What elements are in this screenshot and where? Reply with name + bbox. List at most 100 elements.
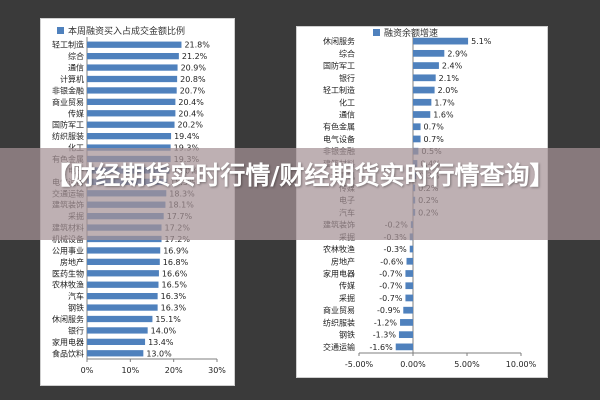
bar	[87, 350, 144, 357]
value-label: 20.9%	[181, 64, 207, 73]
x-tick-label: 0%	[81, 366, 94, 375]
value-label: 16.3%	[161, 304, 187, 313]
legend-swatch	[57, 27, 64, 34]
category-label: 轻工制造	[323, 85, 355, 95]
bar	[413, 123, 421, 131]
bar	[87, 281, 159, 288]
category-label: 计算机	[60, 74, 84, 84]
category-label: 国防军工	[323, 61, 355, 71]
category-label: 化工	[339, 97, 355, 107]
value-label: -0.7%	[379, 282, 403, 291]
x-tick-label: 20%	[165, 366, 183, 375]
bar	[413, 37, 469, 45]
value-label: 21.8%	[184, 41, 210, 50]
bar	[413, 98, 432, 106]
value-label: -0.6%	[380, 257, 404, 266]
category-label: 传媒	[339, 281, 355, 291]
x-tick-label: 30%	[208, 366, 226, 375]
bar	[413, 49, 445, 57]
value-label: -0.7%	[379, 294, 403, 303]
bar	[87, 98, 176, 105]
category-label: 公用事业	[52, 245, 84, 255]
value-label: -1.6%	[370, 343, 394, 352]
x-tick-label: 5.00%	[454, 360, 480, 369]
category-label: 轻工制造	[52, 40, 84, 50]
bar	[87, 133, 172, 140]
category-label: 化工	[68, 143, 84, 153]
category-label: 商业贸易	[323, 305, 355, 315]
legend-label: 融资余额增速	[384, 27, 438, 39]
category-label: 食品饮料	[52, 348, 84, 358]
value-label: 13.4%	[148, 338, 174, 347]
bar	[87, 121, 175, 128]
bar	[405, 282, 413, 290]
value-label: -1.2%	[374, 318, 398, 327]
category-label: 纺织服装	[323, 317, 355, 327]
bar	[409, 245, 413, 253]
bar	[87, 64, 178, 71]
bar	[87, 338, 146, 345]
category-label: 商业贸易	[52, 97, 84, 107]
category-label: 非银金融	[52, 85, 84, 95]
value-label: 2.1%	[439, 74, 460, 83]
bar	[413, 86, 435, 94]
bar	[395, 343, 413, 351]
category-label: 交通运输	[323, 342, 355, 352]
category-label: 通信	[339, 110, 355, 120]
value-label: 16.9%	[163, 246, 189, 255]
value-label: -0.3%	[384, 245, 408, 254]
value-label: 20.4%	[178, 109, 204, 118]
category-label: 医药生物	[52, 268, 84, 278]
bar	[413, 74, 436, 82]
value-label: 16.8%	[163, 258, 189, 267]
bar	[87, 53, 179, 60]
value-label: 2.0%	[438, 86, 459, 95]
category-label: 采掘	[339, 293, 355, 303]
value-label: -0.7%	[379, 270, 403, 279]
category-label: 国防军工	[52, 120, 84, 130]
value-label: 16.3%	[161, 292, 187, 301]
bar	[87, 41, 182, 48]
value-label: 15.1%	[155, 315, 181, 324]
category-label: 家用电器	[52, 337, 84, 347]
category-label: 农林牧渔	[52, 280, 84, 290]
value-label: 2.4%	[442, 62, 463, 71]
category-label: 通信	[68, 63, 84, 73]
value-label: 16.6%	[162, 269, 188, 278]
category-label: 银行	[68, 325, 84, 335]
value-label: 14.0%	[151, 326, 177, 335]
category-label: 农林牧渔	[323, 244, 355, 254]
category-label: 房地产	[331, 256, 355, 266]
bar	[87, 144, 171, 151]
value-label: 5.1%	[471, 37, 492, 46]
value-label: -0.9%	[377, 306, 401, 315]
bar	[413, 62, 439, 69]
category-label: 传媒	[68, 108, 84, 118]
bar	[87, 110, 176, 117]
category-label: 综合	[339, 48, 355, 58]
category-label: 休闲服务	[52, 314, 84, 324]
bar	[87, 304, 158, 311]
bar	[87, 270, 159, 277]
value-label: 1.7%	[434, 98, 455, 107]
category-label: 家用电器	[323, 269, 355, 279]
bar	[403, 306, 413, 314]
bar	[405, 294, 413, 302]
bar	[87, 87, 177, 94]
category-label: 钢铁	[68, 303, 84, 313]
bar	[87, 293, 158, 300]
bar	[87, 327, 148, 334]
bar	[413, 135, 421, 143]
x-tick-label: 0.00%	[400, 360, 426, 369]
bar	[398, 331, 413, 339]
x-tick-label: 10.00%	[506, 360, 537, 369]
category-label: 汽车	[68, 291, 84, 301]
x-tick-label: -5.00%	[345, 360, 374, 369]
bar	[405, 270, 413, 277]
bar	[87, 75, 178, 83]
value-label: 20.7%	[180, 86, 206, 95]
legend-label: 本周融资买入占成交金额比例	[68, 25, 185, 37]
bar	[406, 257, 413, 265]
banner-title: 【财经期货实时行情/财经期货实时行情查询】	[45, 161, 555, 190]
category-label: 房地产	[60, 257, 84, 267]
